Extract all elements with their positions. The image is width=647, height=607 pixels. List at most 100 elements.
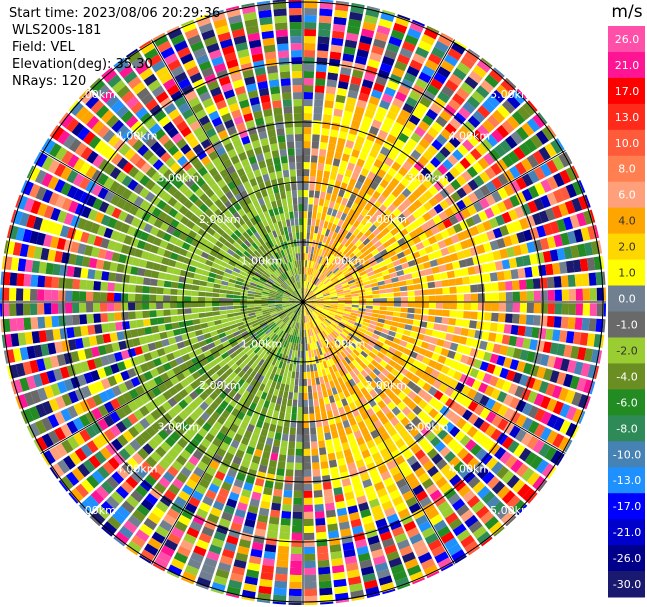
- velocity-gate: [360, 273, 369, 280]
- velocity-gate: [355, 538, 368, 549]
- velocity-gate: [37, 289, 45, 301]
- velocity-gate: [309, 299, 317, 302]
- velocity-gate: [386, 134, 397, 144]
- velocity-gate: [326, 352, 332, 360]
- velocity-gate: [462, 397, 473, 408]
- velocity-gate: [377, 425, 387, 435]
- velocity-gate: [16, 288, 24, 301]
- velocity-gate: [270, 452, 279, 461]
- velocity-gate: [496, 84, 510, 99]
- velocity-gate: [310, 155, 318, 163]
- velocity-gate: [206, 316, 214, 322]
- velocity-gate: [458, 336, 468, 345]
- velocity-gate: [440, 229, 450, 239]
- velocity-gate: [303, 337, 305, 345]
- velocity-gate: [86, 313, 95, 324]
- velocity-gate: [463, 346, 472, 356]
- velocity-gate: [426, 274, 435, 282]
- velocity-gate: [341, 366, 349, 375]
- velocity-gate: [494, 333, 504, 344]
- velocity-gate: [322, 290, 330, 295]
- velocity-gate: [335, 599, 350, 604]
- velocity-gate: [526, 154, 539, 168]
- velocity-gate: [398, 280, 407, 287]
- velocity-gate: [315, 348, 321, 356]
- velocity-gate: [135, 302, 143, 311]
- velocity-gate: [477, 485, 491, 499]
- velocity-gate: [372, 404, 381, 414]
- velocity-gate: [344, 304, 352, 307]
- velocity-gate: [308, 329, 312, 337]
- velocity-gate: [287, 448, 295, 456]
- velocity-gate: [444, 421, 455, 433]
- velocity-gate: [384, 339, 393, 347]
- velocity-gate: [350, 312, 358, 317]
- velocity-gate: [317, 43, 329, 52]
- velocity-gate: [450, 234, 460, 244]
- velocity-gate: [260, 571, 274, 581]
- velocity-gate: [473, 404, 485, 416]
- velocity-gate: [450, 360, 460, 370]
- velocity-gate: [428, 359, 437, 369]
- velocity-gate: [186, 325, 195, 333]
- velocity-gate: [315, 71, 327, 80]
- velocity-gate: [406, 285, 415, 291]
- velocity-gate: [412, 359, 422, 368]
- velocity-gate: [454, 162, 466, 174]
- velocity-gate: [274, 481, 284, 490]
- velocity-gate: [463, 285, 471, 293]
- velocity-gate: [329, 215, 336, 224]
- velocity-gate: [295, 441, 303, 449]
- velocity-gate: [226, 294, 234, 298]
- velocity-gate: [80, 325, 89, 337]
- velocity-gate: [389, 489, 401, 500]
- velocity-gate: [332, 23, 346, 33]
- velocity-gate: [149, 318, 158, 326]
- velocity-gate: [290, 356, 294, 365]
- velocity-gate: [334, 328, 341, 335]
- velocity-gate: [442, 375, 453, 386]
- velocity-gate: [244, 576, 258, 586]
- velocity-gate: [392, 337, 401, 345]
- velocity-gate: [395, 372, 405, 381]
- velocity-gate: [304, 315, 307, 323]
- velocity-gate: [328, 312, 336, 317]
- velocity-gate: [382, 588, 396, 595]
- velocity-gate: [359, 270, 367, 277]
- velocity-gate: [394, 264, 403, 272]
- velocity-gate: [428, 185, 439, 196]
- velocity-gate: [390, 368, 399, 377]
- velocity-gate: [51, 289, 59, 301]
- velocity-gate: [508, 335, 518, 347]
- velocity-gate: [312, 311, 319, 317]
- velocity-gate: [332, 571, 346, 581]
- velocity-gate: [511, 280, 520, 291]
- velocity-gate: [284, 476, 294, 484]
- velocity-gate: [360, 472, 370, 482]
- velocity-gate: [386, 513, 399, 524]
- velocity-gate: [329, 291, 337, 295]
- velocity-gate: [304, 22, 317, 30]
- velocity-gate: [444, 451, 456, 463]
- velocity-gate: [345, 32, 359, 42]
- velocity-gate: [418, 347, 427, 356]
- velocity-gate: [319, 142, 328, 150]
- velocity-gate: [314, 510, 325, 519]
- velocity-gate: [316, 169, 324, 178]
- velocity-gate: [297, 315, 300, 323]
- velocity-gate: [420, 558, 436, 571]
- velocity-gate: [346, 25, 360, 35]
- velocity-gate: [449, 474, 462, 487]
- velocity-gate: [501, 120, 515, 134]
- velocity-gate: [311, 218, 316, 226]
- velocity-gate: [373, 209, 383, 219]
- velocity-gate: [304, 1, 318, 9]
- velocity-gate: [188, 331, 197, 339]
- velocity-gate: [459, 434, 471, 447]
- velocity-gate: [285, 362, 290, 371]
- velocity-gate: [346, 432, 356, 442]
- velocity-gate: [534, 408, 546, 422]
- velocity-gate: [440, 32, 454, 41]
- velocity-gate: [508, 383, 519, 395]
- velocity-gate: [328, 358, 335, 366]
